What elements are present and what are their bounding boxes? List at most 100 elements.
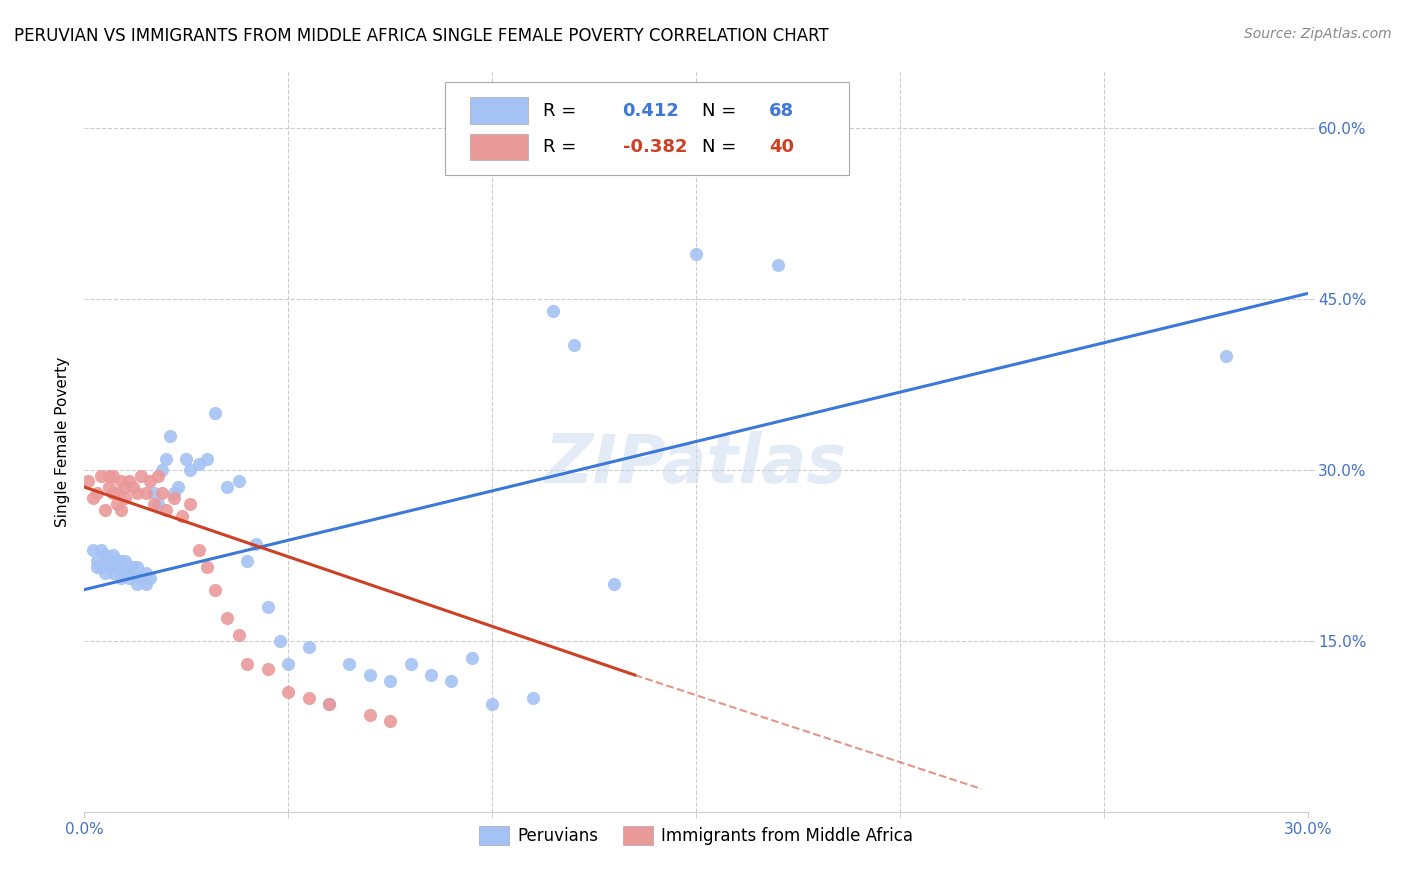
- Point: [105, 485, 128, 500]
- Point: [122, 559, 145, 574]
- Point: [155, 451, 177, 466]
- Point: [97, 554, 120, 568]
- Point: [187, 458, 209, 472]
- Point: [179, 497, 201, 511]
- Point: [146, 497, 169, 511]
- Point: [380, 714, 402, 728]
- Text: ZIPatlas: ZIPatlas: [546, 431, 846, 497]
- Point: [93, 549, 115, 563]
- Point: [236, 554, 259, 568]
- Point: [131, 468, 153, 483]
- Point: [86, 554, 108, 568]
- Point: [685, 246, 707, 260]
- Point: [86, 485, 108, 500]
- Point: [138, 475, 160, 489]
- Point: [277, 657, 299, 671]
- Point: [155, 503, 177, 517]
- Point: [90, 542, 112, 557]
- Point: [461, 651, 484, 665]
- Point: [127, 485, 149, 500]
- Point: [118, 475, 141, 489]
- Point: [142, 485, 165, 500]
- Point: [82, 491, 104, 506]
- Point: [204, 582, 226, 597]
- Point: [101, 485, 124, 500]
- Point: [298, 690, 321, 705]
- Point: [167, 480, 190, 494]
- Text: N =: N =: [702, 138, 737, 156]
- Point: [93, 566, 115, 580]
- Point: [93, 554, 115, 568]
- Point: [440, 673, 463, 688]
- Point: [93, 503, 115, 517]
- Point: [204, 406, 226, 420]
- Point: [380, 673, 402, 688]
- Point: [766, 258, 789, 272]
- Point: [174, 451, 197, 466]
- Point: [359, 668, 381, 682]
- Point: [195, 559, 218, 574]
- Point: [97, 480, 120, 494]
- Point: [131, 571, 153, 585]
- Legend: Peruvians, Immigrants from Middle Africa: Peruvians, Immigrants from Middle Africa: [472, 819, 920, 852]
- Point: [127, 577, 149, 591]
- Point: [228, 475, 250, 489]
- Point: [179, 463, 201, 477]
- Point: [82, 542, 104, 557]
- Point: [77, 475, 100, 489]
- Point: [110, 554, 132, 568]
- Point: [150, 485, 173, 500]
- Text: -0.382: -0.382: [623, 138, 688, 156]
- Point: [172, 508, 194, 523]
- Point: [187, 542, 209, 557]
- Text: 68: 68: [769, 102, 794, 120]
- Y-axis label: Single Female Poverty: Single Female Poverty: [55, 357, 70, 526]
- Bar: [470, 134, 529, 161]
- Point: [217, 611, 239, 625]
- Point: [420, 668, 443, 682]
- Text: 40: 40: [769, 138, 794, 156]
- Point: [318, 697, 340, 711]
- Point: [101, 566, 124, 580]
- Point: [114, 559, 136, 574]
- Point: [101, 468, 124, 483]
- Point: [135, 485, 157, 500]
- Point: [318, 697, 340, 711]
- Point: [1215, 349, 1237, 363]
- Point: [97, 468, 120, 483]
- Point: [277, 685, 299, 699]
- Text: Source: ZipAtlas.com: Source: ZipAtlas.com: [1244, 27, 1392, 41]
- Point: [114, 480, 136, 494]
- Point: [118, 571, 141, 585]
- Point: [122, 566, 145, 580]
- Point: [163, 491, 186, 506]
- Point: [110, 475, 132, 489]
- Point: [86, 559, 108, 574]
- Point: [298, 640, 321, 654]
- Point: [114, 566, 136, 580]
- Point: [114, 491, 136, 506]
- Point: [101, 549, 124, 563]
- Point: [245, 537, 267, 551]
- Point: [150, 463, 173, 477]
- Text: PERUVIAN VS IMMIGRANTS FROM MIDDLE AFRICA SINGLE FEMALE POVERTY CORRELATION CHAR: PERUVIAN VS IMMIGRANTS FROM MIDDLE AFRIC…: [14, 27, 828, 45]
- Point: [257, 599, 280, 614]
- Point: [135, 566, 157, 580]
- Point: [359, 707, 381, 722]
- Point: [142, 497, 165, 511]
- Point: [217, 480, 239, 494]
- Point: [110, 503, 132, 517]
- Point: [118, 559, 141, 574]
- Point: [105, 554, 128, 568]
- Point: [481, 697, 503, 711]
- Point: [90, 468, 112, 483]
- Text: R =: R =: [543, 102, 576, 120]
- Point: [105, 559, 128, 574]
- Point: [114, 554, 136, 568]
- Point: [236, 657, 259, 671]
- Point: [257, 662, 280, 676]
- Point: [228, 628, 250, 642]
- Point: [101, 559, 124, 574]
- Point: [725, 144, 748, 158]
- Point: [603, 577, 626, 591]
